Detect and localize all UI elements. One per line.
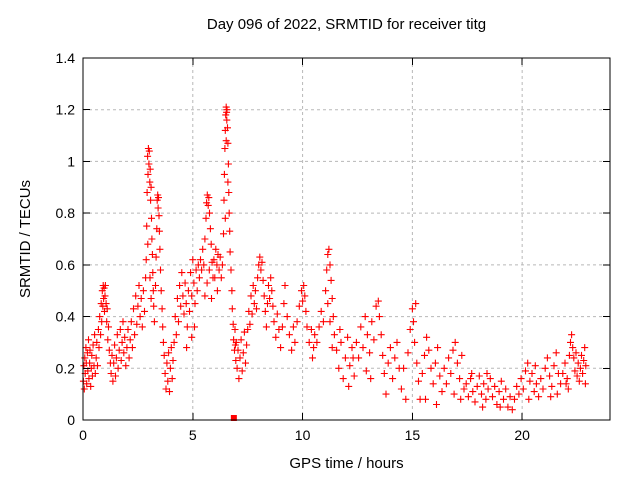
x-tick-label: 15 xyxy=(405,427,421,443)
data-points xyxy=(79,103,590,414)
y-tick-label: 0.8 xyxy=(56,205,76,221)
x-axis-label: GPS time / hours xyxy=(289,455,404,472)
x-tick-label: 20 xyxy=(514,427,530,443)
y-tick-label: 0.2 xyxy=(56,360,76,376)
plot-border-and-ticks xyxy=(82,57,611,421)
y-tick-label: 1 xyxy=(67,153,75,169)
zero-point-marker xyxy=(230,415,237,421)
x-tick-label: 0 xyxy=(79,427,87,443)
chart-title: Day 096 of 2022, SRMTID for receiver tit… xyxy=(206,16,487,33)
y-tick-label: 1.2 xyxy=(56,102,76,118)
y-tick-label: 1.4 xyxy=(56,50,76,66)
gridlines xyxy=(83,58,610,420)
x-tick-label: 10 xyxy=(295,427,311,443)
y-tick-label: 0.6 xyxy=(56,257,76,273)
x-tick-label: 5 xyxy=(189,427,197,443)
y-tick-label: 0.4 xyxy=(56,309,76,325)
y-tick-label: 0 xyxy=(67,412,75,428)
